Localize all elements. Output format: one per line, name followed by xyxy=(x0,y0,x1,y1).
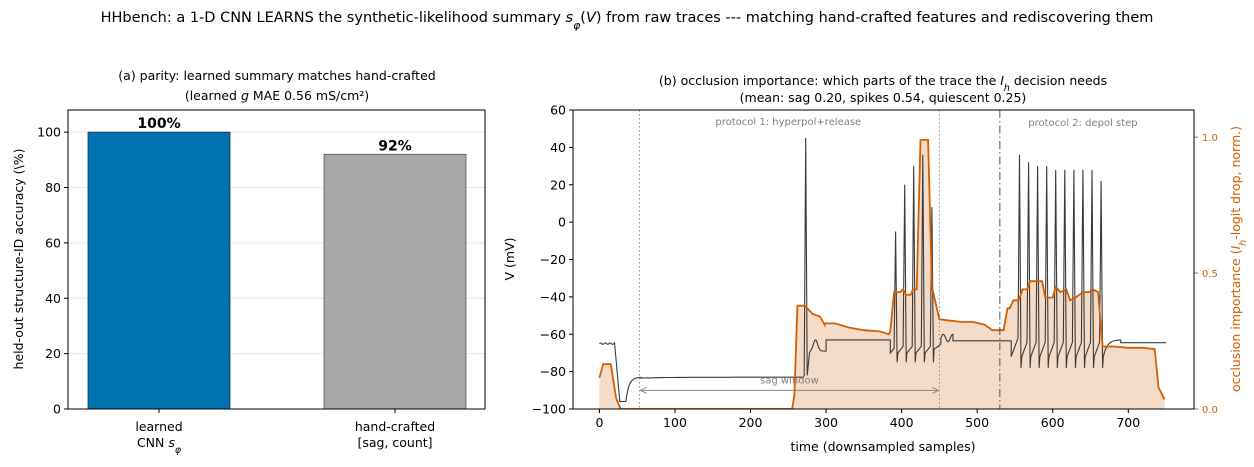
y-tick-label: 60 xyxy=(45,235,61,250)
x-tick-label: 400 xyxy=(890,415,914,430)
y-tick-label: −20 xyxy=(540,252,566,267)
y2-tick-label: 0.5 xyxy=(1202,269,1218,280)
y-tick-label: 40 xyxy=(45,291,61,306)
panel-b-x-axis-label: time (downsampled samples) xyxy=(790,439,975,454)
panel-b-title-line2: (mean: sag 0.20, spikes 0.54, quiescent … xyxy=(740,90,1027,105)
figure-title: HHbench: a 1-D CNN LEARNS the synthetic-… xyxy=(101,10,1154,32)
y-tick-label: 40 xyxy=(550,140,566,155)
y2-tick-label: 0.0 xyxy=(1202,405,1218,416)
x-tick-label: 100 xyxy=(663,415,687,430)
panel-a-frame xyxy=(67,109,486,410)
x-tick-label: 0 xyxy=(595,415,603,430)
x-tick-label: 500 xyxy=(965,415,989,430)
annotation-protocol-1: protocol 1: hyperpol+release xyxy=(715,117,861,128)
y-tick-label: 0 xyxy=(53,402,61,417)
panel-a: (a) parity: learned summary matches hand… xyxy=(11,68,486,456)
y-tick-label: −100 xyxy=(532,402,566,417)
y2-tick-label: 1.0 xyxy=(1202,133,1218,144)
y-tick-label: 80 xyxy=(45,180,61,195)
sag-window-arrowhead-left xyxy=(639,386,647,394)
y-tick-label: 20 xyxy=(45,346,61,361)
x-tick-label: 200 xyxy=(739,415,763,430)
bar xyxy=(87,131,231,410)
bar-value-label: 92% xyxy=(378,138,412,154)
panel-b-right-axis-label: occlusion importance (Ih-logit drop, nor… xyxy=(1228,126,1249,392)
panel-b-title-line1: (b) occlusion importance: which parts of… xyxy=(659,73,1107,94)
x-tick-label: 600 xyxy=(1041,415,1065,430)
panel-a-y-axis-label: held-out structure-ID accuracy (\%) xyxy=(11,149,26,370)
x-tick-label: 300 xyxy=(814,415,838,430)
bar-value-label: 100% xyxy=(137,116,180,132)
x-tick-label: 700 xyxy=(1116,415,1140,430)
y-tick-label: −40 xyxy=(540,289,566,304)
annotation-sag-window: sag window xyxy=(760,375,819,386)
y-tick-label: 100 xyxy=(37,125,61,140)
y-tick-label: −60 xyxy=(540,327,566,342)
panel-b: (b) occlusion importance: which parts of… xyxy=(502,73,1249,454)
x-tick-label: [sag, count] xyxy=(357,435,432,450)
y-tick-label: −80 xyxy=(540,364,566,379)
panel-a-title-line1: (a) parity: learned summary matches hand… xyxy=(118,68,435,83)
y-tick-label: 20 xyxy=(550,177,566,192)
x-tick-label: learned xyxy=(135,419,182,434)
panel-b-frame xyxy=(572,109,1195,410)
importance-area xyxy=(599,139,1165,409)
sag-window-arrowhead-right xyxy=(932,386,940,394)
voltage-trace xyxy=(599,137,1166,403)
bar xyxy=(323,153,467,410)
annotation-protocol-2: protocol 2: depol step xyxy=(1028,118,1137,129)
x-tick-label: hand-crafted xyxy=(355,419,435,434)
y-tick-label: 60 xyxy=(550,103,566,118)
panel-a-title-line2: (learned g MAE 0.56 mS/cm²) xyxy=(185,88,369,103)
x-tick-label: CNN sφ xyxy=(137,435,182,456)
panel-b-y-axis-label: V (mV) xyxy=(502,237,517,280)
y-tick-label: 0 xyxy=(558,215,566,230)
importance-line xyxy=(598,139,1166,409)
